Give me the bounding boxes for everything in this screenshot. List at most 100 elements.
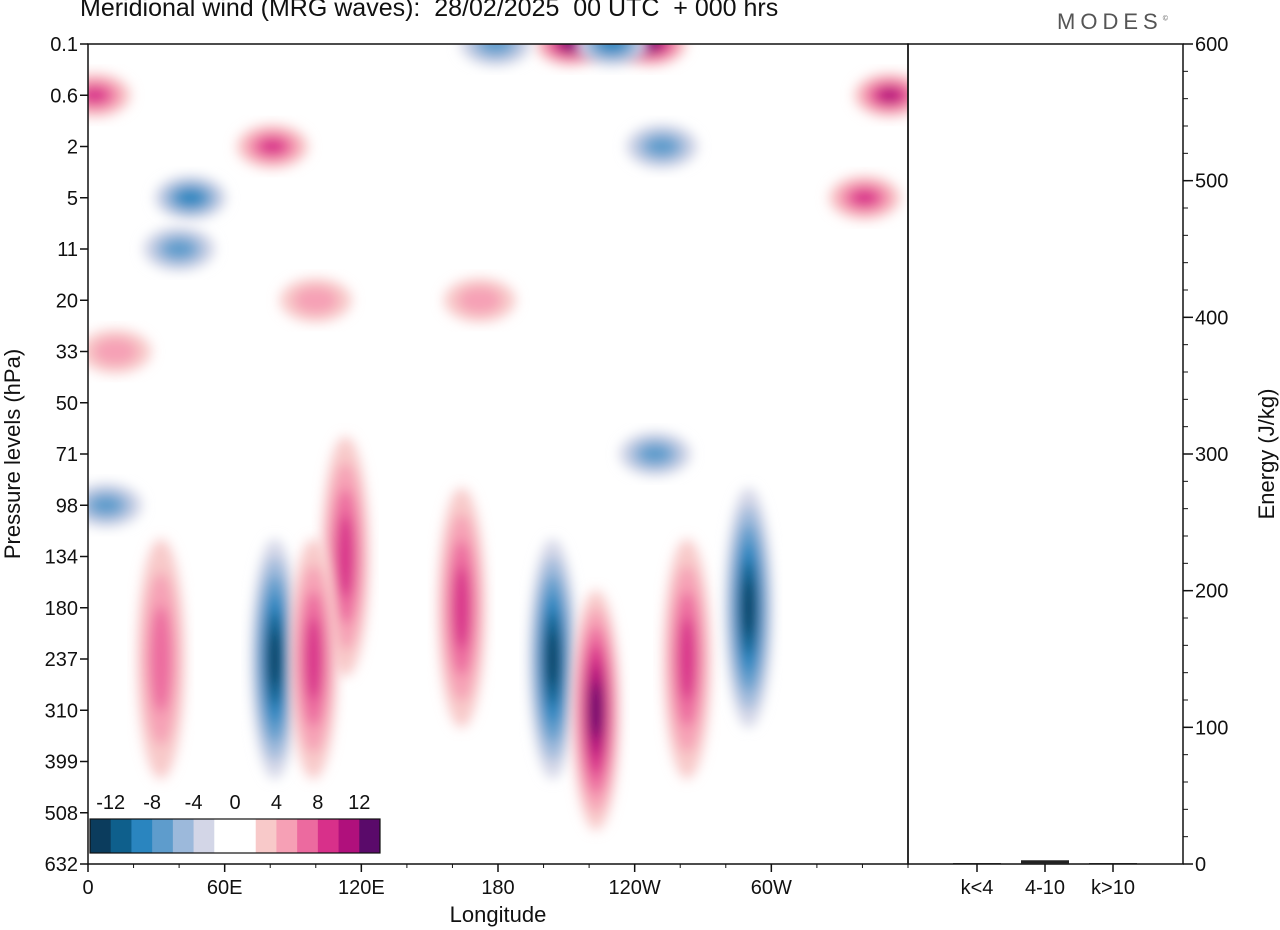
y-tick-label: 632 xyxy=(45,854,78,876)
energy-tick-label: 600 xyxy=(1195,34,1228,56)
wind-contour xyxy=(150,605,172,713)
energy-bar xyxy=(1021,860,1069,864)
energy-category-label: 4-10 xyxy=(1025,877,1065,899)
wind-contour xyxy=(93,337,138,366)
y-tick-label: 50 xyxy=(56,393,78,415)
brand-name: MODES xyxy=(1057,9,1163,34)
wind-feature-0 xyxy=(250,539,299,779)
wind-feature-4 xyxy=(321,436,370,677)
wind-feature-18 xyxy=(626,124,698,169)
wind-feature-5 xyxy=(289,539,338,779)
y-tick-label: 98 xyxy=(56,495,78,517)
colorbar-label: 4 xyxy=(271,792,282,814)
colorbar-swatch xyxy=(338,819,360,853)
x-tick-label: 60E xyxy=(207,877,243,899)
x-tick-label: 120E xyxy=(338,877,385,899)
wind-feature-23 xyxy=(143,227,216,271)
energy-bar xyxy=(953,863,1001,864)
wind-contour xyxy=(678,617,696,701)
colorbar-swatch xyxy=(152,819,174,853)
colorbar: -12 -8 -4 0 4 8 12 xyxy=(89,792,381,854)
colorbar-swatch xyxy=(359,819,381,853)
wind-contour xyxy=(163,239,196,259)
wind-contour xyxy=(590,681,602,740)
wind-feature-24 xyxy=(88,329,152,374)
wind-contour xyxy=(599,44,625,52)
energy-category-label: k<4 xyxy=(961,877,994,899)
y-tick-label: 5 xyxy=(67,188,78,210)
energy-frame xyxy=(907,43,1184,865)
wind-feature-14 xyxy=(575,44,648,66)
energy-tick-label: 0 xyxy=(1195,854,1206,876)
wind-feature-2 xyxy=(571,590,620,831)
colorbar-label: -8 xyxy=(143,792,161,814)
wind-feature-22 xyxy=(443,278,516,323)
y-tick-label: 310 xyxy=(45,700,78,722)
energy-tick-label: 100 xyxy=(1195,717,1228,739)
colorbar-swatch xyxy=(110,819,132,853)
colorbar-swatch xyxy=(90,819,112,853)
x-tick-label: 180 xyxy=(481,877,514,899)
wind-feature-6 xyxy=(663,539,712,779)
colorbar-swatch xyxy=(255,819,277,853)
y-tick-label: 71 xyxy=(56,444,78,466)
brand-mark: © xyxy=(1162,15,1168,23)
colorbar-frame xyxy=(89,818,381,854)
wind-contour xyxy=(639,444,672,464)
colorbar-swatch xyxy=(276,819,298,853)
wind-contour xyxy=(453,566,470,650)
wind-feature-19 xyxy=(154,175,227,220)
wind-contour xyxy=(337,514,354,599)
wind-contour xyxy=(88,87,108,103)
wind-contour xyxy=(646,136,678,157)
colorbar-swatch xyxy=(214,819,236,853)
energy-bar xyxy=(1089,863,1137,864)
y-tick-label: 399 xyxy=(45,752,78,774)
y-tick-label: 237 xyxy=(45,649,78,671)
y-tick-label: 20 xyxy=(56,290,78,312)
heatmap-frame xyxy=(87,43,909,865)
colorbar-label: 8 xyxy=(312,792,323,814)
colorbar-swatch xyxy=(193,819,215,853)
wind-feature-15 xyxy=(459,44,532,66)
colorbar-swatch xyxy=(172,819,195,853)
wind-contour xyxy=(479,44,512,54)
y-tick-label: 2 xyxy=(67,137,78,159)
wind-feature-3 xyxy=(437,487,486,728)
wind-contour xyxy=(259,138,286,155)
x-tick-label: 120W xyxy=(609,877,661,899)
energy-axis-label: Energy (J/kg) xyxy=(1254,389,1279,520)
wind-contour xyxy=(90,495,123,516)
y-tick-label: 0.1 xyxy=(50,34,78,56)
wind-feature-16 xyxy=(853,73,908,118)
y-tick-label: 0.6 xyxy=(50,85,78,107)
wind-feature-11 xyxy=(88,73,131,118)
wind-feature-17 xyxy=(828,175,901,220)
wind-feature-1 xyxy=(528,539,577,779)
colorbar-label: 0 xyxy=(229,792,240,814)
wind-contour xyxy=(177,190,204,206)
energy-tick-label: 200 xyxy=(1195,581,1228,603)
y-axis-label: Pressure levels (hPa) xyxy=(0,349,25,559)
wind-contour xyxy=(305,617,322,701)
colorbar-label: -4 xyxy=(185,792,203,814)
wind-feature-9 xyxy=(88,483,143,528)
y-tick-label: 508 xyxy=(45,803,78,825)
x-tick-label: 60W xyxy=(751,877,792,899)
y-tick-label: 180 xyxy=(45,598,78,620)
energy-category-label: k>10 xyxy=(1091,877,1135,899)
wind-feature-8 xyxy=(136,539,185,779)
wind-contour xyxy=(742,578,755,637)
energy-bars: 0 100 200 300 400 500 600 k<4 4-10 k>10 xyxy=(953,34,1228,899)
colorbar-swatch xyxy=(297,819,319,853)
energy-tick-label: 400 xyxy=(1195,307,1228,329)
y-tick-label: 33 xyxy=(56,342,78,364)
colorbar-swatch xyxy=(317,819,340,853)
chart-title: Meridional wind (MRG waves): 28/02/2025 … xyxy=(80,0,779,22)
energy-tick-label: 500 xyxy=(1195,171,1228,193)
x-tick-label: 0 xyxy=(82,877,93,899)
wind-feature-20 xyxy=(236,124,309,169)
wind-feature-10 xyxy=(619,432,692,476)
axes-layer: 0 60E 120E 180 120W 60W 0.1 0.6 2 5 11 20 33 50 71 98 13… xyxy=(45,34,909,899)
